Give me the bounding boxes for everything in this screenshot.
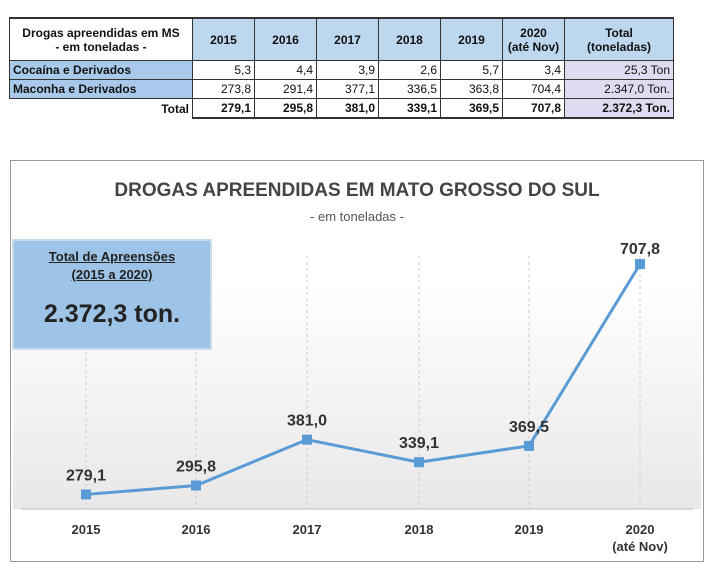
data-label: 369,5 bbox=[509, 419, 549, 436]
data-label: 279,1 bbox=[66, 467, 106, 484]
row-total: 25,3 Ton bbox=[564, 60, 674, 80]
cell-value: 4,4 bbox=[254, 60, 317, 80]
total-summary-box: Total de Apreensões (2015 a 2020) 2.372,… bbox=[12, 239, 212, 350]
series-line bbox=[85, 263, 642, 496]
cell-value: 336,5 bbox=[378, 79, 441, 99]
summary-value: 2.372,3 ton. bbox=[43, 300, 181, 328]
total-value: 339,1 bbox=[378, 98, 441, 119]
x-tick-label: 2017 bbox=[293, 522, 322, 537]
x-tick-label: 2015 bbox=[72, 522, 101, 537]
chart-subtitle: - em toneladas - bbox=[310, 209, 404, 224]
cell-value: 5,3 bbox=[192, 60, 255, 80]
chart-title: DROGAS APREENDIDAS EM MATO GROSSO DO SUL bbox=[114, 180, 600, 201]
data-point bbox=[191, 480, 201, 491]
x-tick-sublabel: (até Nov) bbox=[612, 539, 668, 554]
data-label: 381,0 bbox=[287, 413, 327, 430]
year-header: 2020 (até Nov) bbox=[502, 17, 565, 61]
cell-value: 377,1 bbox=[316, 79, 379, 99]
cell-value: 3,9 bbox=[316, 60, 379, 80]
cell-value: 291,4 bbox=[254, 79, 317, 99]
total-row: Total 279,1 295,8 381,0 339,1 369,5 707,8 2.372… bbox=[9, 98, 674, 119]
data-point bbox=[635, 259, 645, 270]
cell-value: 5,7 bbox=[440, 60, 503, 80]
year-header: 2019 bbox=[440, 17, 503, 61]
row-label: Maconha e Derivados bbox=[9, 79, 193, 99]
x-tick-label: 2016 bbox=[182, 522, 211, 537]
year-header: 2016 bbox=[254, 17, 317, 61]
data-point bbox=[81, 489, 91, 500]
data-label: 707,8 bbox=[620, 241, 660, 258]
x-tick-label: 2019 bbox=[515, 522, 544, 537]
total-value: 381,0 bbox=[316, 98, 379, 119]
cell-value: 273,8 bbox=[192, 79, 255, 99]
x-tick-label: 2018 bbox=[405, 522, 434, 537]
year-header: 2017 bbox=[316, 17, 379, 61]
chart-svg: DROGAS APREENDIDAS EM MATO GROSSO DO SUL… bbox=[13, 180, 701, 554]
table-row: Maconha e Derivados 273,8 291,4 377,1 336,5 3… bbox=[9, 79, 674, 99]
total-value: 279,1 bbox=[192, 98, 255, 119]
cell-value: 363,8 bbox=[440, 79, 503, 99]
table-corner: Drogas apreendidas em MS - em toneladas - bbox=[9, 17, 193, 61]
data-point bbox=[414, 457, 424, 468]
total-value: 369,5 bbox=[440, 98, 503, 119]
total-header: Total (toneladas) bbox=[564, 17, 674, 61]
summary-period: (2015 a 2020) bbox=[71, 267, 153, 282]
total-value: 707,8 bbox=[502, 98, 565, 119]
total-label: Total bbox=[9, 98, 193, 118]
data-label: 339,1 bbox=[399, 435, 439, 452]
year-header: 2015 bbox=[192, 17, 255, 61]
row-label: Cocaína e Derivados bbox=[9, 60, 193, 80]
table-row: Cocaína e Derivados 5,3 4,4 3,9 2,6 5,7 3,4 25,… bbox=[9, 60, 674, 80]
year-header: 2018 bbox=[378, 17, 441, 61]
summary-title: Total de Apreensões bbox=[48, 249, 176, 264]
line-chart: DROGAS APREENDIDAS EM MATO GROSSO DO SUL… bbox=[10, 160, 704, 562]
cell-value: 3,4 bbox=[502, 60, 565, 80]
row-total: 2.347,0 Ton. bbox=[564, 79, 674, 99]
cell-value: 704,4 bbox=[502, 79, 565, 99]
data-label: 295,8 bbox=[176, 458, 216, 475]
cell-value: 2,6 bbox=[378, 60, 441, 80]
total-value: 295,8 bbox=[254, 98, 317, 119]
data-point bbox=[302, 434, 312, 445]
grand-total: 2.372,3 Ton. bbox=[564, 98, 674, 119]
data-point bbox=[524, 440, 534, 451]
drug-seizure-table: Drogas apreendidas em MS - em toneladas -… bbox=[9, 17, 674, 119]
x-tick-label: 2020 bbox=[626, 522, 655, 537]
